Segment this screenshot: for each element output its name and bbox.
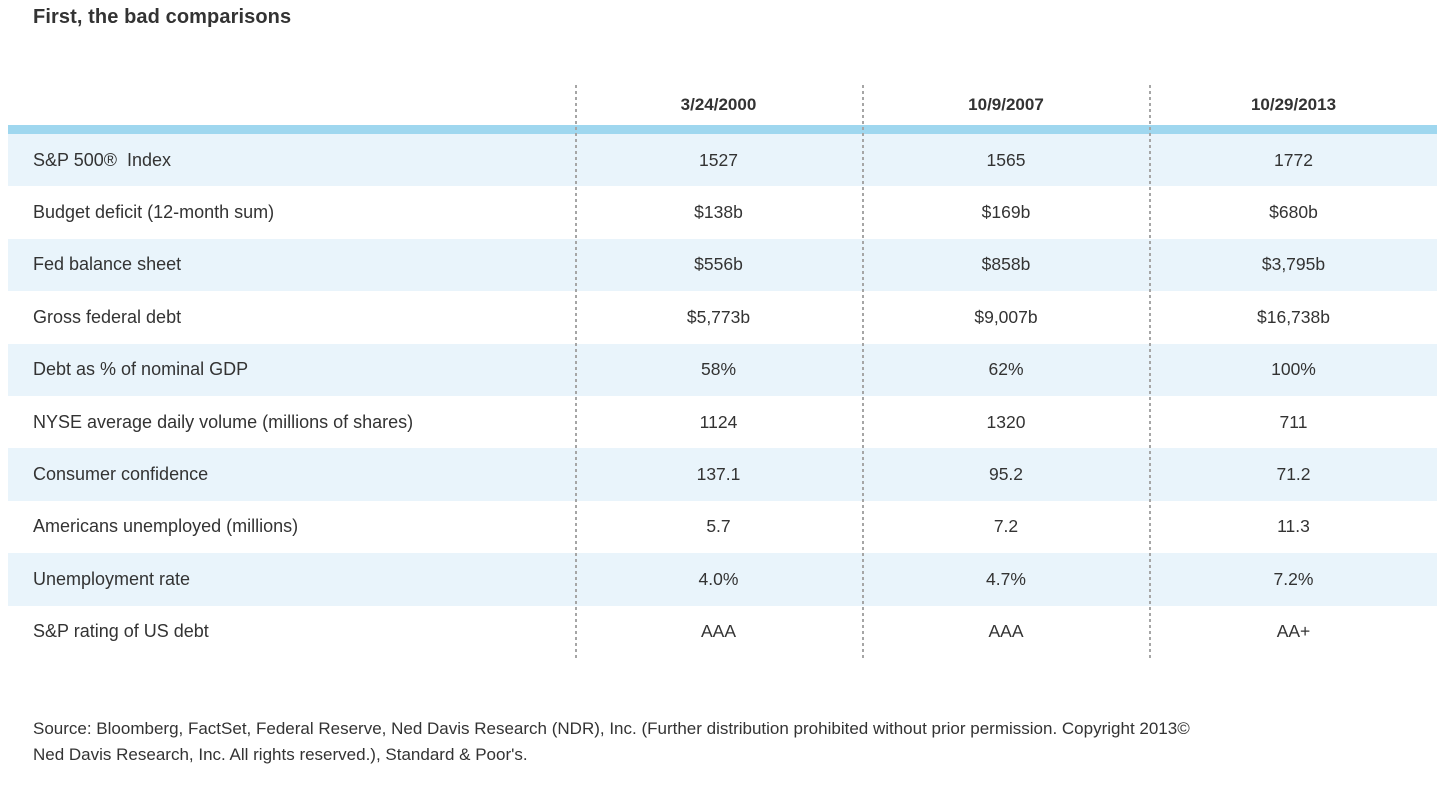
cell-value: 62% [988, 359, 1024, 380]
cell-value: 1124 [699, 411, 738, 432]
table-body: S&P 500® Index 1527 1565 1772 Budget def… [8, 134, 1437, 658]
row-label: Consumer confidence [33, 464, 209, 485]
cell-value: $169b [981, 202, 1031, 223]
source-note-line: Source: Bloomberg, FactSet, Federal Rese… [33, 719, 1190, 738]
cell-value: 4.7% [986, 568, 1026, 589]
cell-value: $858b [981, 254, 1031, 275]
cell-value: 5.7 [706, 516, 731, 537]
row-label: Unemployment rate [33, 568, 191, 589]
cell-value: 137.1 [696, 464, 741, 485]
cell-value: 7.2% [1273, 568, 1314, 589]
cell-value: 1565 [986, 149, 1026, 170]
header-accent-bar [8, 125, 1437, 134]
cell-value: $16,738b [1257, 306, 1330, 327]
table-row: Gross federal debt $5,773b $9,007b $16,7… [8, 291, 1437, 343]
cell-value: $3,795b [1261, 254, 1326, 275]
cell-value: 4.0% [698, 568, 739, 589]
row-label: S&P 500® Index [33, 149, 172, 170]
row-label: Budget deficit (12-month sum) [33, 202, 275, 223]
cell-value: 1320 [986, 411, 1026, 432]
table-row: Consumer confidence 137.1 95.2 71.2 [8, 448, 1437, 501]
row-label: Gross federal debt [33, 306, 182, 327]
cell-value: 11.3 [1277, 516, 1310, 537]
cell-value: AAA [988, 621, 1024, 642]
row-label: Debt as % of nominal GDP [33, 359, 249, 380]
column-header-date-3: 10/29/2013 [1250, 95, 1337, 114]
source-note: Source: Bloomberg, FactSet, Federal Rese… [33, 716, 1423, 768]
table-row: Debt as % of nominal GDP 58% 62% 100% [8, 343, 1437, 396]
cell-value: AAA [700, 621, 737, 642]
table-row: S&P 500® Index 1527 1565 1772 [8, 134, 1437, 187]
row-label: NYSE average daily volume (millions of s… [33, 411, 414, 432]
cell-value: 7.2 [993, 516, 1019, 537]
table-row: Budget deficit (12-month sum) $138b $169… [8, 186, 1437, 238]
column-header-date-2: 10/9/2007 [968, 95, 1044, 114]
cell-value: $9,007b [974, 306, 1038, 327]
cell-value: $5,773b [686, 306, 751, 327]
table-row: Americans unemployed (millions) 5.7 7.2 … [8, 501, 1437, 553]
cell-value: 711 [1279, 411, 1308, 432]
cell-value: 95.2 [988, 464, 1024, 485]
row-label: Fed balance sheet [33, 254, 182, 275]
row-label: Americans unemployed (millions) [33, 516, 299, 537]
row-label: S&P rating of US debt [33, 621, 209, 642]
cell-value: 100% [1271, 359, 1316, 380]
source-note-line: Ned Davis Research, Inc. All rights rese… [33, 745, 528, 764]
cell-value: 71.2 [1276, 464, 1311, 485]
table-row: Unemployment rate 4.0% 4.7% 7.2% [8, 553, 1437, 606]
cell-value: $680b [1269, 202, 1318, 223]
figure-title: First, the bad comparisons [33, 6, 292, 28]
table-row: S&P rating of US debt AAA AAA AA+ [8, 606, 1437, 658]
cell-value: 1527 [699, 149, 738, 170]
table-row: NYSE average daily volume (millions of s… [8, 396, 1437, 448]
cell-value: AA+ [1276, 621, 1311, 642]
table-header-row: 3/24/2000 10/9/2007 10/29/2013 [8, 85, 1437, 125]
column-header-date-1: 3/24/2000 [680, 95, 757, 114]
cell-value: $556b [694, 254, 743, 275]
cell-value: 58% [700, 359, 737, 380]
table-row: Fed balance sheet $556b $858b $3,795b [8, 238, 1437, 292]
comparison-table: 3/24/2000 10/9/2007 10/29/2013 S&P 500® … [8, 85, 1437, 658]
cell-value: $138b [694, 202, 743, 223]
cell-value: 1772 [1274, 149, 1313, 170]
